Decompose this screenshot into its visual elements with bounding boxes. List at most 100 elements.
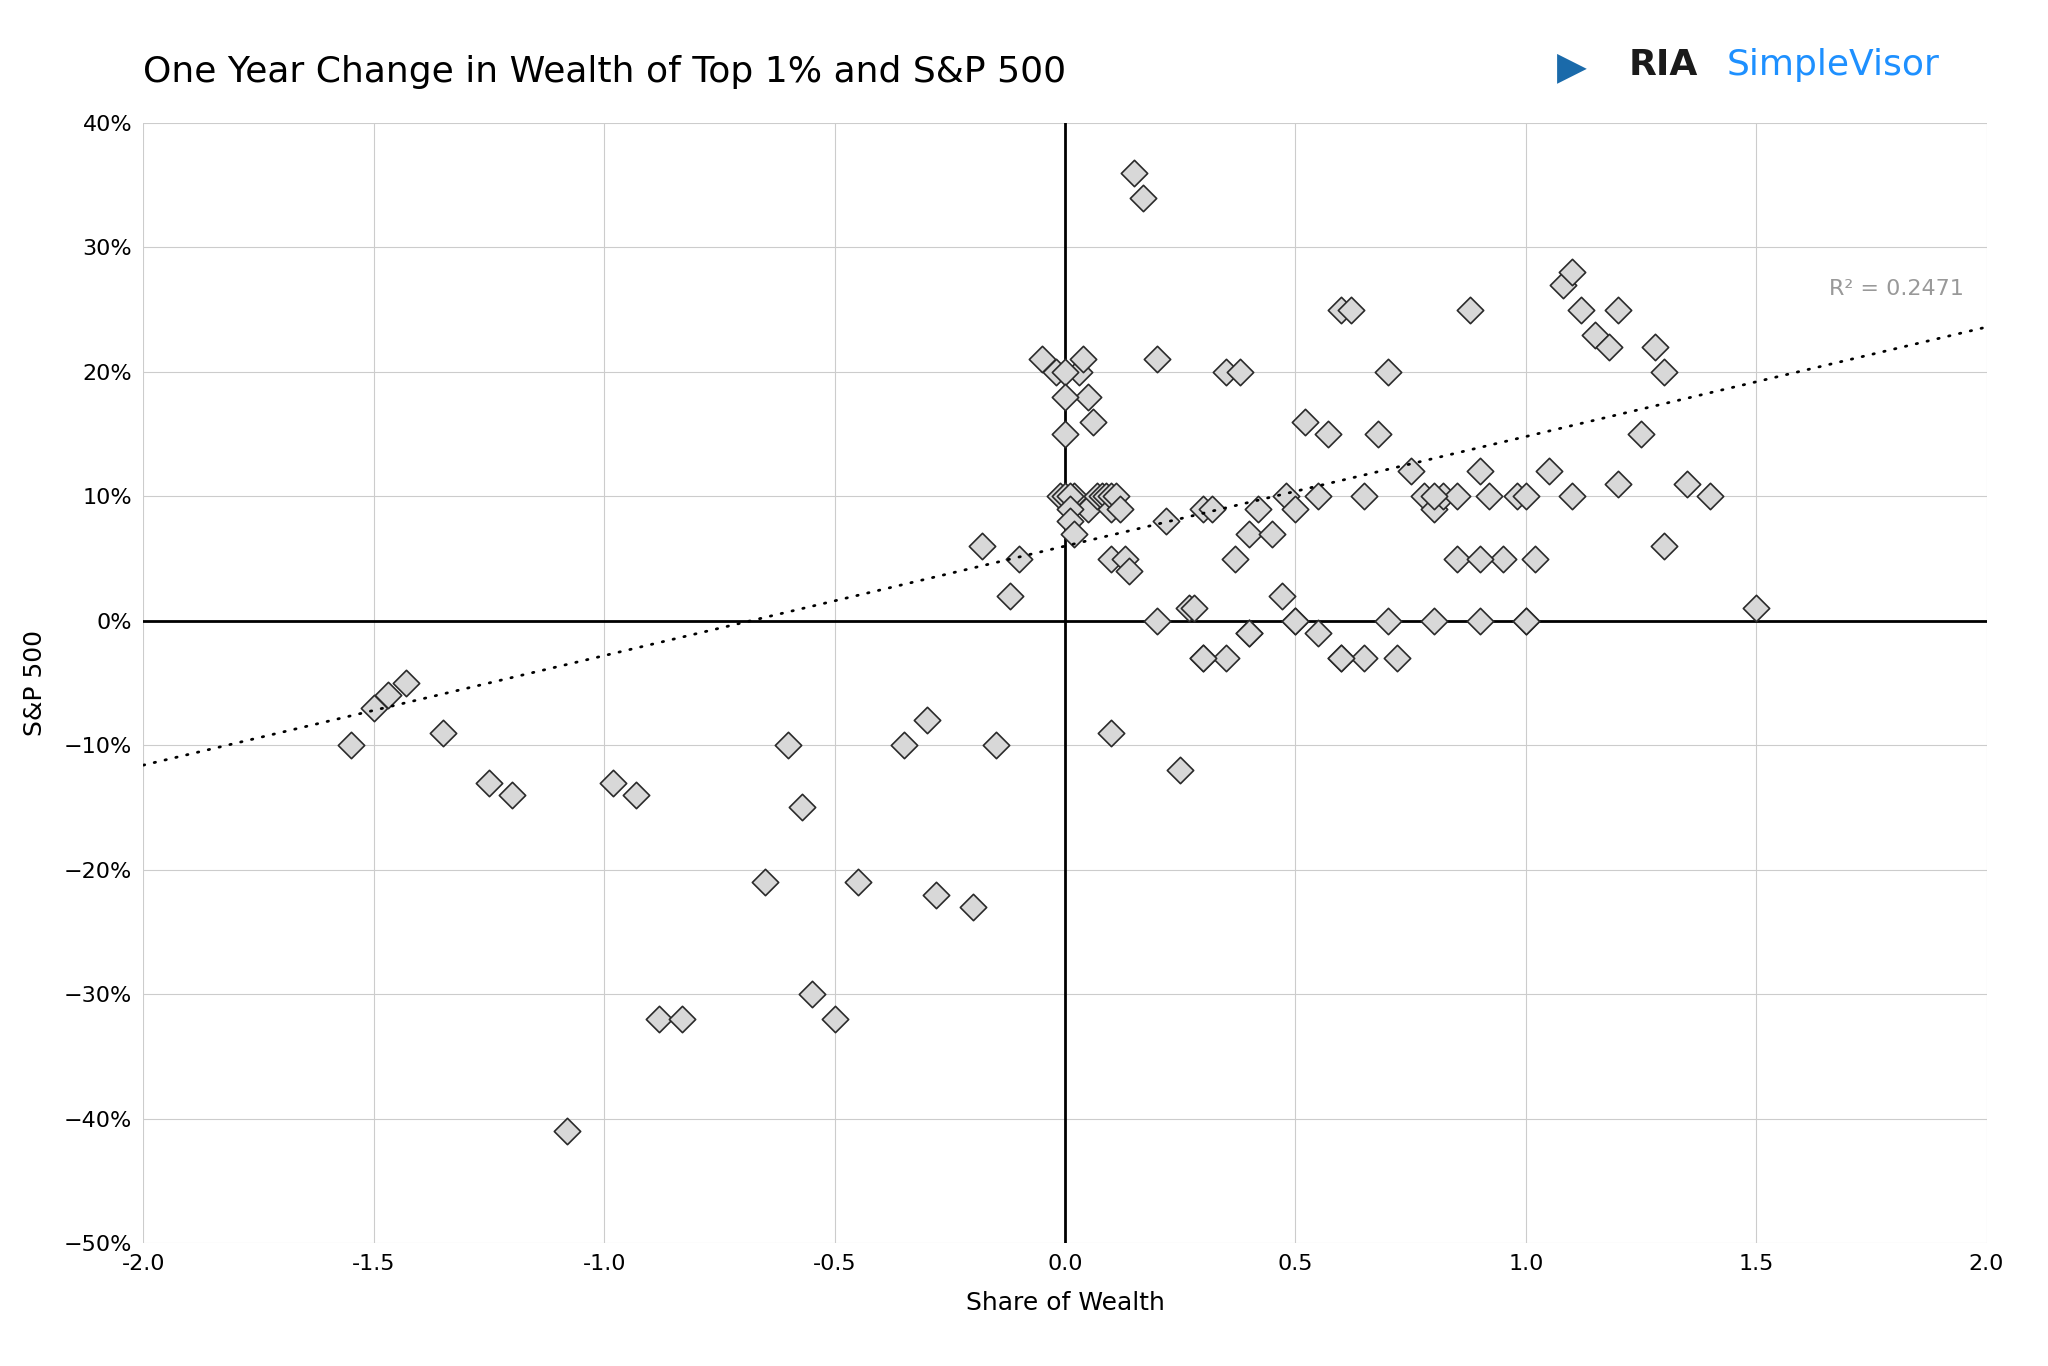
Point xyxy=(842,872,874,893)
Point xyxy=(1556,261,1589,283)
Point xyxy=(1163,759,1196,781)
Point xyxy=(1288,411,1321,433)
Text: RIA: RIA xyxy=(1628,48,1698,82)
Point xyxy=(909,709,942,731)
Point xyxy=(1278,609,1313,631)
Point xyxy=(1409,485,1442,507)
Point xyxy=(887,735,920,757)
Point xyxy=(1556,485,1589,507)
Point xyxy=(1335,299,1368,321)
Point xyxy=(1372,609,1405,631)
Point xyxy=(1233,623,1266,645)
Point xyxy=(1509,485,1542,507)
Point xyxy=(1090,485,1122,507)
Point xyxy=(371,684,403,706)
Point xyxy=(750,872,782,893)
Point xyxy=(1094,548,1126,570)
Point xyxy=(1348,485,1380,507)
Text: SimpleVisor: SimpleVisor xyxy=(1726,48,1939,82)
Point xyxy=(1372,361,1405,382)
Point xyxy=(666,1008,698,1030)
Point xyxy=(1049,485,1081,507)
Point xyxy=(1462,609,1495,631)
Point xyxy=(1141,609,1174,631)
Point xyxy=(1425,485,1458,507)
Point xyxy=(1593,336,1626,358)
Point xyxy=(1196,497,1229,519)
Point xyxy=(1380,647,1413,669)
Point xyxy=(1311,423,1343,445)
Point xyxy=(1241,497,1274,519)
Point xyxy=(598,772,631,794)
Point xyxy=(1509,609,1542,631)
Point xyxy=(1417,485,1450,507)
Point xyxy=(1104,497,1137,519)
Point xyxy=(1094,485,1126,507)
Point xyxy=(1071,385,1104,407)
Point xyxy=(967,535,999,557)
Point xyxy=(1546,273,1579,295)
Point xyxy=(1395,460,1427,482)
Point xyxy=(1303,623,1335,645)
Point xyxy=(1602,299,1634,321)
Point xyxy=(1499,485,1532,507)
Point xyxy=(643,1008,676,1030)
Point xyxy=(1454,299,1487,321)
Text: ▶: ▶ xyxy=(1556,48,1587,86)
Point xyxy=(1520,548,1552,570)
Point xyxy=(1671,473,1704,494)
Point xyxy=(1049,361,1081,382)
Point xyxy=(1081,485,1114,507)
Point xyxy=(426,721,459,743)
Point xyxy=(1565,299,1597,321)
Point xyxy=(1118,161,1151,183)
Point xyxy=(1114,560,1147,582)
Point xyxy=(993,585,1026,607)
Point xyxy=(1094,497,1126,519)
Point xyxy=(1219,548,1251,570)
Point xyxy=(1694,485,1726,507)
Point xyxy=(1188,647,1221,669)
Point xyxy=(1647,535,1679,557)
Point xyxy=(1225,361,1257,382)
Point xyxy=(1026,348,1059,370)
Point xyxy=(1638,336,1671,358)
Point xyxy=(1462,548,1495,570)
Point xyxy=(1278,609,1313,631)
Point xyxy=(1325,299,1358,321)
Point xyxy=(1440,485,1473,507)
Point xyxy=(1473,485,1505,507)
Point xyxy=(1053,511,1085,533)
Point xyxy=(1067,348,1100,370)
Point xyxy=(1049,385,1081,407)
Point xyxy=(1040,361,1073,382)
Point xyxy=(956,896,989,918)
Point xyxy=(1624,423,1657,445)
Point xyxy=(1602,473,1634,494)
Point xyxy=(1210,361,1243,382)
Point xyxy=(1053,497,1085,519)
Point xyxy=(1255,523,1288,545)
Point xyxy=(1417,497,1450,519)
Point xyxy=(786,796,819,818)
Point xyxy=(795,984,827,1005)
Point xyxy=(1053,485,1085,507)
Point xyxy=(1233,523,1266,545)
Point xyxy=(1266,585,1298,607)
Point xyxy=(1210,647,1243,669)
Point xyxy=(1057,523,1090,545)
Point xyxy=(496,784,528,806)
Point xyxy=(551,1120,584,1142)
Point xyxy=(1325,647,1358,669)
Point xyxy=(1044,485,1077,507)
Point xyxy=(1303,485,1335,507)
Point xyxy=(1174,597,1206,619)
Point xyxy=(358,697,391,719)
Point xyxy=(819,1008,852,1030)
Point xyxy=(1188,647,1221,669)
Point xyxy=(1126,187,1159,209)
Point xyxy=(1108,548,1141,570)
Point xyxy=(772,735,805,757)
Text: R² = 0.2471: R² = 0.2471 xyxy=(1829,279,1964,299)
Point xyxy=(1151,511,1184,533)
